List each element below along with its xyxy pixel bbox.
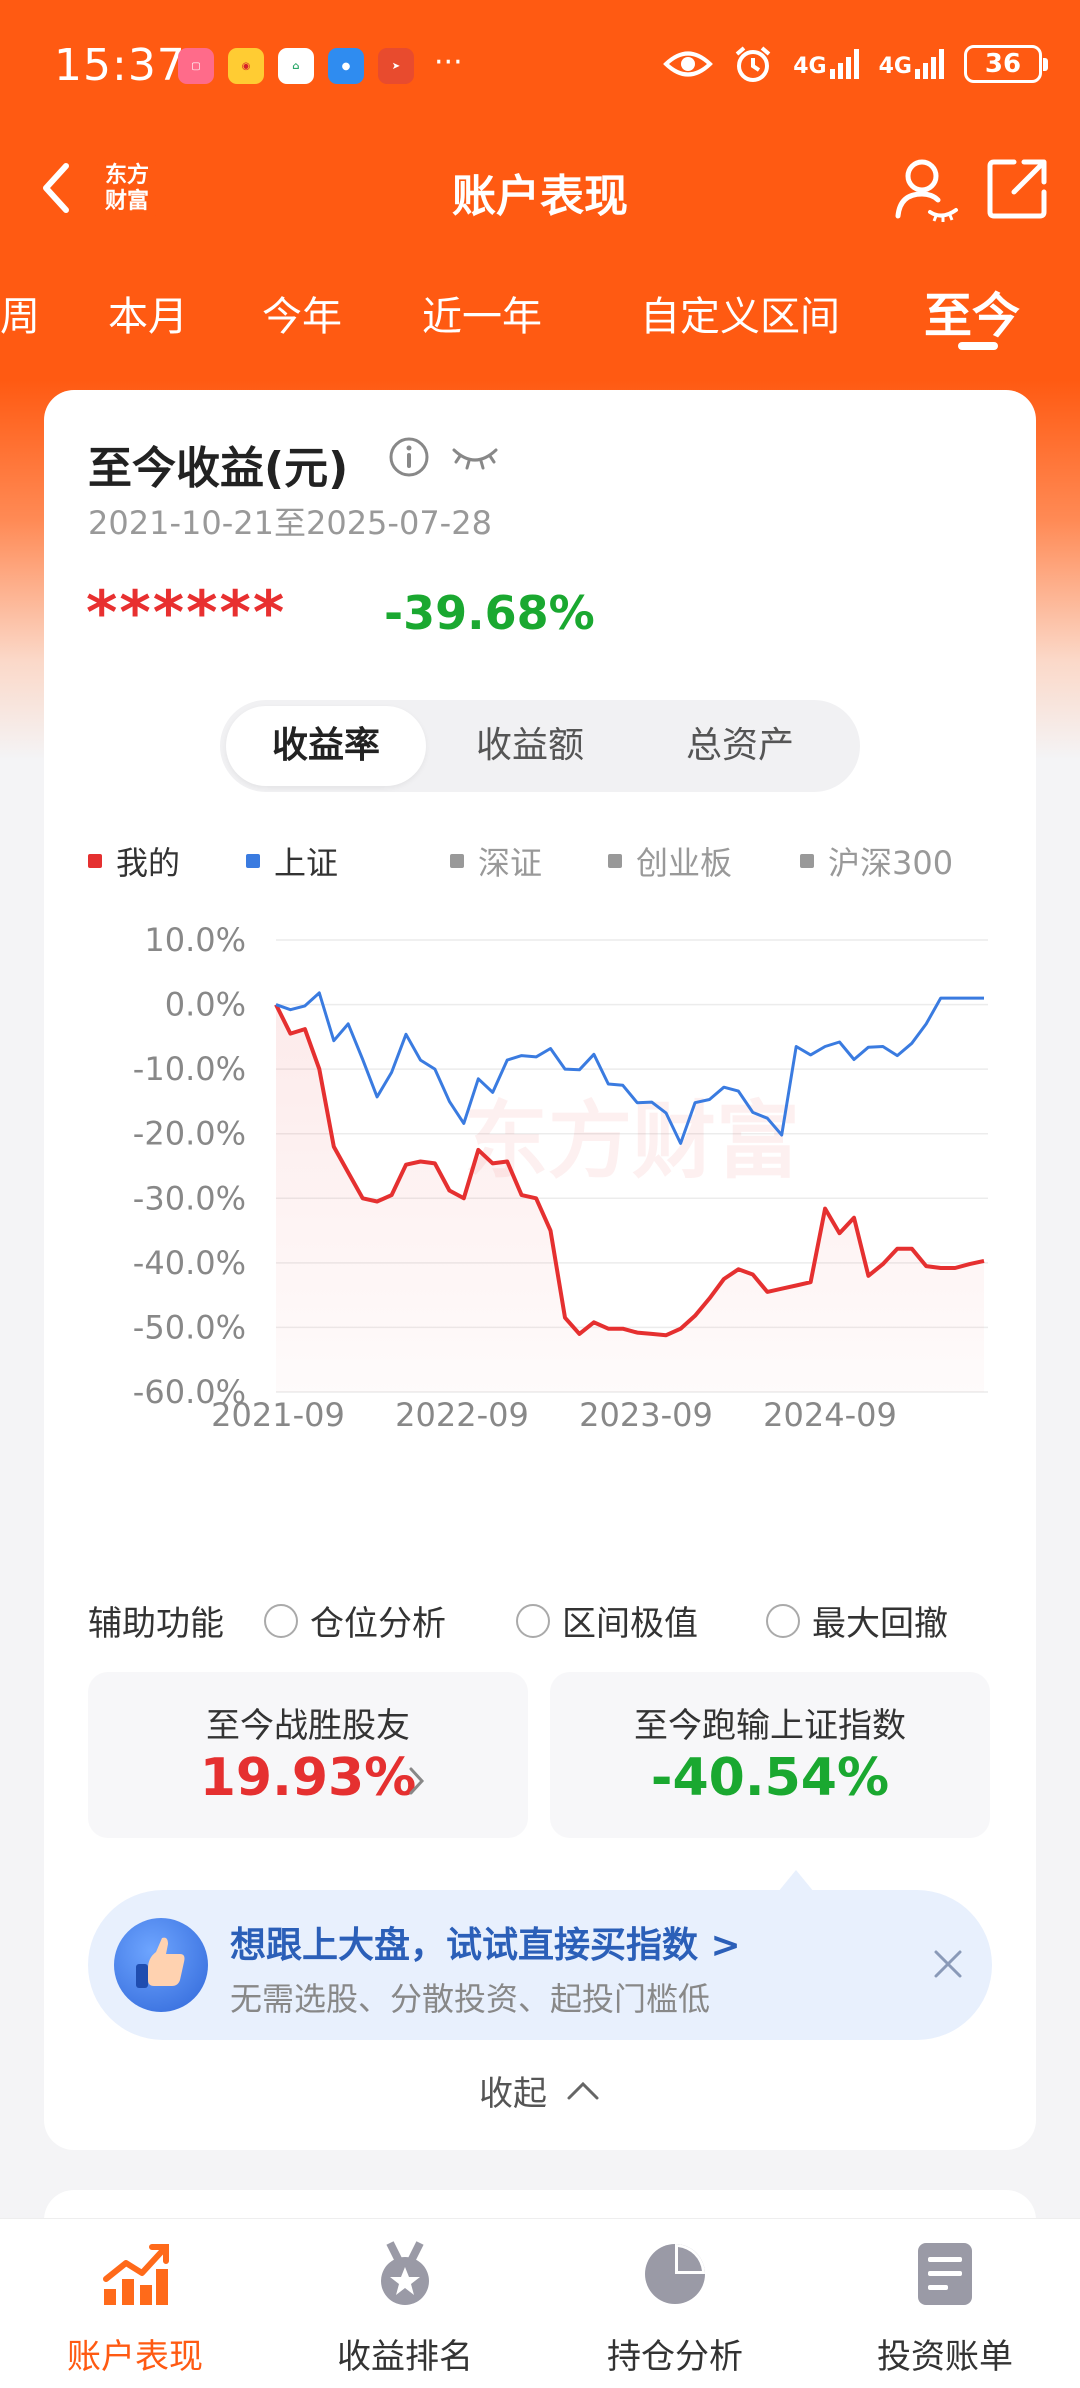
radio-icon[interactable] [766,1603,800,1638]
performance-card: 至今收益(元) 2021-10-21至2025-07-28 ****** -39… [44,390,1036,2150]
user-privacy-icon[interactable] [892,154,962,224]
y-tick-label: -10.0% [133,1050,246,1088]
y-tick-label: -30.0% [133,1179,246,1217]
stat-vs-shanghai-value: -40.54% [650,1748,890,1808]
tab-last-year[interactable]: 近一年 [422,294,542,340]
page-title: 账户表现 [452,171,628,222]
feishu-icon: ➤ [378,48,414,84]
series-line-shanghai [275,991,984,1145]
x-tick-label: 2021-09 [211,1396,345,1430]
segment-return-rate[interactable]: 收益率 [226,706,426,786]
eastmoney-logo: 东方 财富 [96,158,158,220]
index-fund-promo[interactable]: 想跟上大盘，试试直接买指数 > 无需选股、分散投资、起投门槛低 [88,1870,992,2040]
x-tick-label: 2023-09 [579,1396,713,1430]
huawei-store-icon: ▢ [178,48,214,84]
status-bar: 15:37 ▢ ◉ ⌂ ● ➤ ··· 4G 4G 36 [0,0,1080,130]
back-button[interactable] [34,158,78,218]
info-icon[interactable] [388,436,430,478]
series-area-mine [276,1004,984,1392]
x-tick-label: 2024-09 [763,1396,897,1430]
legend-shanghai[interactable]: 上证 [246,838,338,884]
promo-title[interactable]: 想跟上大盘，试试直接买指数 > [230,1925,741,1966]
status-app-icons: ▢ ◉ ⌂ ● ➤ ··· [178,44,463,84]
nav-holdings-analysis[interactable]: 持仓分析 [540,2239,810,2378]
y-tick-label: -60.0% [133,1373,246,1411]
tab-custom-range[interactable]: 自定义区间 [640,294,840,340]
aux-option-max-drawdown[interactable]: 最大回撤 [766,1596,948,1645]
return-percentage: -39.68% [384,586,595,640]
segment-return-amount[interactable]: 收益额 [475,725,584,766]
bottom-nav: 账户表现 收益排名 持仓分析 投资账单 [0,2218,1080,2388]
status-right: 4G 4G 36 [663,44,1048,84]
legend-chinext[interactable]: 创业板 [608,838,732,884]
nav-return-ranking[interactable]: 收益排名 [270,2239,540,2378]
aux-option-position[interactable]: 仓位分析 [264,1596,446,1645]
alarm-icon [735,46,771,82]
pie-chart-icon [645,2244,705,2304]
promo-subtitle: 无需选股、分散投资、起投门槛低 [230,1980,711,2018]
metric-segment-control: 收益率 收益额 总资产 [220,700,860,792]
return-line-chart[interactable]: 10.0% 0.0% -10.0% -20.0% -30.0% -40.0% -50.0% -… [88,910,1008,1430]
status-time: 15:37 [54,40,186,91]
battery-icon: 36 [964,45,1048,83]
series-line-mine [274,1003,985,1338]
active-tab-indicator [958,342,998,350]
collapse-button[interactable]: 收起 [44,2066,1036,2115]
share-icon[interactable] [986,156,1050,220]
legend-shenzhen[interactable]: 深证 [450,838,542,884]
smart-home-icon: ⌂ [278,48,314,84]
weibo-icon: ◉ [228,48,264,84]
nav-account-performance[interactable]: 账户表现 [0,2239,270,2378]
signal-2-icon: 4G [879,49,944,79]
aux-label: 辅助功能 [88,1604,224,1644]
period-tabs: 周 本月 今年 近一年 自定义区间 至今 [0,270,1080,370]
signal-1-icon: 4G [793,49,859,79]
tab-this-year[interactable]: 今年 [262,294,342,340]
stat-vs-shanghai: 至今跑输上证指数 -40.54% [550,1672,990,1838]
close-icon[interactable] [930,1946,966,1982]
message-icon: ● [328,48,364,84]
chart-legend: 我的 上证 深证 创业板 沪深300 [88,838,1008,888]
eye-closed-icon[interactable] [450,440,500,474]
tab-this-month[interactable]: 本月 [108,294,188,340]
chevron-up-icon [567,2081,599,2099]
segment-total-assets[interactable]: 总资产 [685,725,794,766]
y-tick-label: -50.0% [133,1308,246,1346]
thumbs-up-icon [114,1918,208,2012]
date-range: 2021-10-21至2025-07-28 [88,504,492,542]
legend-csi300[interactable]: 沪深300 [800,838,953,884]
hidden-amount: ****** [86,578,287,648]
performance-chart-icon [103,2244,169,2305]
bill-icon [918,2243,972,2305]
eye-comfort-icon [663,51,714,77]
radio-icon[interactable] [516,1603,550,1638]
y-tick-label: 0.0% [165,986,246,1024]
y-tick-label: -40.0% [133,1244,246,1282]
aux-functions: 辅助功能 仓位分析 区间极值 最大回撤 [88,1590,1008,1650]
legend-mine[interactable]: 我的 [88,838,180,884]
summary-title: 至今收益(元) [88,443,349,494]
stat-beat-peers[interactable]: 至今战胜股友 19.93% [88,1672,528,1838]
radio-icon[interactable] [264,1603,298,1638]
watermark: 东方财富 [464,1092,800,1190]
nav-bar: 东方 财富 账户表现 [0,130,1080,250]
tab-to-date[interactable]: 至今 [924,288,1021,344]
y-tick-label: -20.0% [133,1115,246,1153]
chevron-right-icon [409,1767,425,1795]
aux-option-range-extreme[interactable]: 区间极值 [516,1596,698,1645]
stat-beat-peers-value: 19.93% [199,1748,417,1808]
x-tick-label: 2022-09 [395,1396,529,1430]
medal-icon [381,2241,429,2305]
more-notifications-icon: ··· [434,44,463,80]
y-tick-label: 10.0% [144,921,246,959]
tab-week[interactable]: 周 [0,294,40,340]
nav-investment-bill[interactable]: 投资账单 [810,2239,1080,2378]
